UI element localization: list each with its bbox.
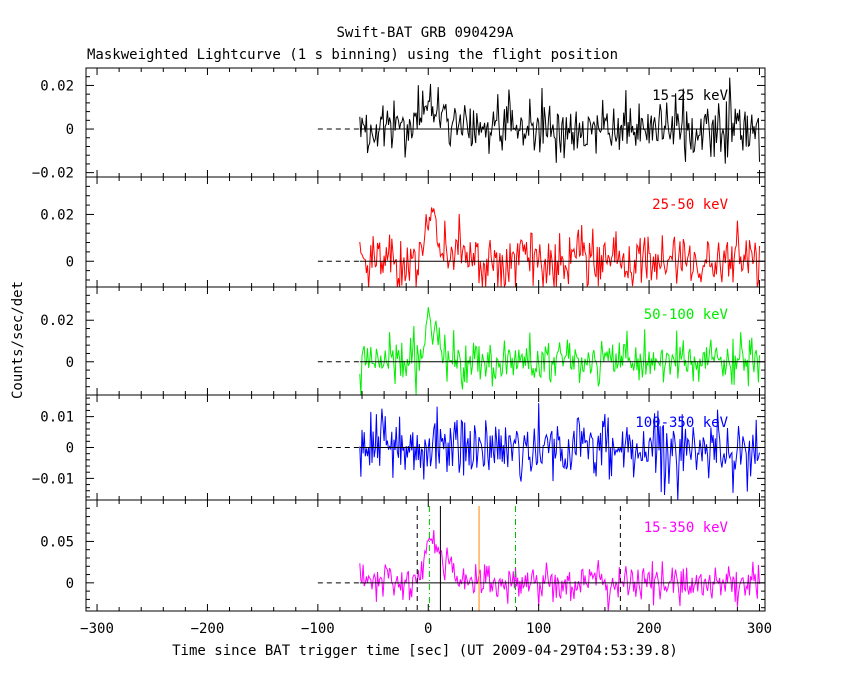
panel-band-label: 15-25 keV (652, 88, 728, 104)
y-tick-label: 0.05 (40, 534, 74, 550)
series-line-3 (359, 403, 760, 501)
panel-band-label: 25-50 keV (652, 197, 728, 213)
y-tick-label: −0.02 (32, 166, 74, 182)
panel-1: 0 0.02 25-50 keV (40, 176, 766, 289)
chart-subtitle: Maskweighted Lightcurve (1 s binning) us… (87, 47, 618, 63)
series-line-2 (359, 307, 760, 396)
panel-frame-4 (85, 499, 766, 612)
series-line-0 (359, 77, 760, 164)
panel-3: −0.01 0 0.01 100-350 keV (32, 394, 766, 501)
x-tick-label: 100 (526, 621, 551, 637)
x-tick-labels: −300 −200 −100 0 100 200 300 (80, 621, 772, 637)
panel-frame-0 (85, 67, 766, 178)
y-tick-label: 0 (66, 576, 74, 592)
y-tick-label: 0.02 (40, 78, 74, 94)
panel-2: 0 0.02 50-100 keV (40, 286, 766, 396)
y-tick-label: 0 (66, 441, 74, 457)
x-axis-label: Time since BAT trigger time [sec] (UT 20… (172, 643, 678, 659)
panel-band-label: 50-100 keV (644, 307, 729, 323)
x-tick-label: 0 (424, 621, 432, 637)
panel-0: −0.02 0 0.02 15-25 keV (32, 67, 766, 182)
y-tick-label: 0 (66, 122, 74, 138)
panel-band-label: 100-350 keV (635, 415, 728, 431)
chart-title: Swift-BAT GRB 090429A (336, 25, 514, 41)
y-tick-label: 0.01 (40, 410, 74, 426)
y-tick-label: 0.02 (40, 207, 74, 223)
x-tick-label: 300 (747, 621, 772, 637)
panel-band-label: 15-350 keV (644, 520, 729, 536)
y-tick-label: −0.01 (32, 471, 74, 487)
y-tick-label: 0 (66, 254, 74, 270)
panel-4: 0 0.05 15-350 keV (40, 499, 766, 612)
y-axis-label: Counts/sec/det (10, 281, 26, 399)
x-tick-label: 200 (636, 621, 661, 637)
panels-layer: −0.02 0 0.02 15-25 keV 0 0.02 25-50 keV 0 0.02 50… (32, 67, 766, 612)
series-line-4 (359, 530, 760, 612)
x-tick-label: −100 (301, 621, 335, 637)
y-tick-label: 0 (66, 355, 74, 371)
x-tick-label: −300 (80, 621, 114, 637)
y-tick-label: 0.02 (40, 313, 74, 329)
series-line-1 (359, 207, 760, 289)
x-tick-label: −200 (191, 621, 225, 637)
